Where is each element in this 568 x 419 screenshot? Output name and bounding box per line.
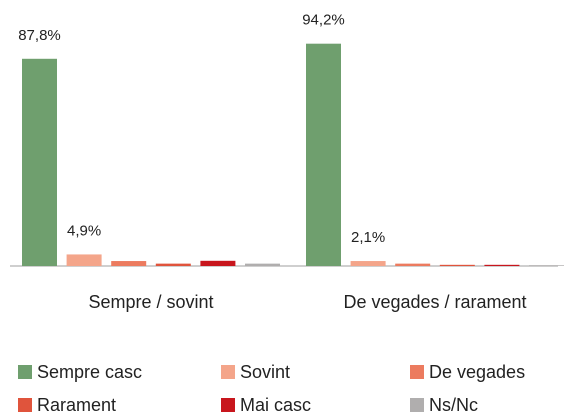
bar	[439, 264, 475, 266]
legend-swatch	[18, 365, 32, 379]
legend-swatch	[410, 398, 424, 412]
data-label: 2,1%	[351, 229, 385, 246]
bar	[529, 265, 564, 266]
bar	[245, 263, 280, 266]
bar	[111, 261, 147, 266]
bar	[306, 43, 341, 266]
legend-label: De vegades	[429, 362, 525, 382]
bar	[395, 263, 431, 266]
x-tick-label: Sempre / sovint	[88, 292, 213, 312]
data-label: 87,8%	[18, 27, 61, 44]
bar	[350, 261, 386, 266]
legend-swatch	[410, 365, 424, 379]
legend-label: Sempre casc	[37, 362, 142, 382]
legend-label: Mai casc	[240, 395, 311, 415]
legend-swatch	[221, 398, 235, 412]
bar	[200, 260, 236, 266]
bar	[484, 264, 520, 266]
legend-label: Sovint	[240, 362, 290, 382]
x-tick-label: De vegades / rarament	[343, 292, 526, 312]
legend-label: Ns/Nc	[429, 395, 478, 415]
bar	[155, 263, 191, 266]
bar	[66, 254, 102, 266]
legend-swatch	[221, 365, 235, 379]
bar	[22, 58, 57, 267]
legend-label: Rarament	[37, 395, 116, 415]
legend-swatch	[18, 398, 32, 412]
data-label: 94,2%	[302, 12, 345, 29]
data-label: 4,9%	[67, 222, 101, 239]
